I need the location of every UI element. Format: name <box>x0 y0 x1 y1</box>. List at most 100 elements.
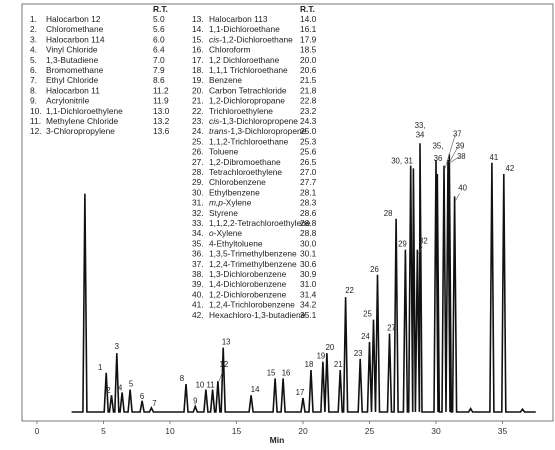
peak-label-1: 1 <box>98 363 102 372</box>
peak-label-19: 19 <box>317 352 326 361</box>
legend-name-13: Halocarbon 113 <box>209 14 268 24</box>
legend-rt-18: 20.6 <box>300 65 317 75</box>
peak-label-3: 3 <box>115 342 119 351</box>
peak-label-23: 23 <box>354 349 363 358</box>
peak-label-5: 5 <box>129 380 134 389</box>
legend-rt-25: 25.3 <box>300 136 317 146</box>
x-tick-label-15: 15 <box>232 426 242 436</box>
x-tick-label-20: 20 <box>298 426 308 436</box>
legend-name-3: Halocarbon 114 <box>46 34 105 44</box>
leader-40 <box>455 193 460 201</box>
legend-name-39: 1,4-Dichlorobenzene <box>209 279 287 289</box>
legend-rt-14: 16.1 <box>300 24 317 34</box>
cluster-label-3: 35, <box>433 142 444 151</box>
peak-label-9: 9 <box>193 396 197 405</box>
legend-rt-16: 18.5 <box>300 45 317 55</box>
legend-name-34: o-Xylene <box>209 228 242 238</box>
legend-header-rt-2: R.T. <box>300 4 315 14</box>
legend-rt-17: 20.0 <box>300 55 317 65</box>
leader-37 <box>444 134 456 169</box>
legend-num-8: 8. <box>30 85 37 95</box>
cluster-label-0: 30, 31 <box>391 157 413 166</box>
legend-rt-26: 25.6 <box>300 147 317 157</box>
legend-rt-27: 26.5 <box>300 157 317 167</box>
legend-name-23: cis-1,3-Dichloropropene <box>209 116 298 126</box>
peak-label-25: 25 <box>363 310 372 319</box>
legend-num-4: 4. <box>30 45 37 55</box>
x-tick-label-25: 25 <box>365 426 375 436</box>
cluster-label-4: 36 <box>434 154 443 163</box>
leader-38 <box>450 156 460 163</box>
legend-rt-30: 28.1 <box>300 187 317 197</box>
legend-rt-1: 5.0 <box>153 14 165 24</box>
legend-rt-21: 22.8 <box>300 96 317 106</box>
legend-rt-6: 7.9 <box>153 65 165 75</box>
legend-name-35: 4-Ethyltoluene <box>209 238 263 248</box>
legend-rt-41: 34.2 <box>300 300 317 310</box>
x-tick-label-30: 30 <box>431 426 441 436</box>
legend-name-25: 1,1,2-Trichloroethane <box>209 136 289 146</box>
legend-num-26: 26. <box>192 147 204 157</box>
legend-name-16: Chloroform <box>209 45 250 55</box>
legend-name-30: Ethylbenzene <box>209 187 260 197</box>
legend-name-29: Chlorobenzene <box>209 177 266 187</box>
peak-label-27: 27 <box>387 324 396 333</box>
legend-name-1: Halocarbon 12 <box>46 14 101 24</box>
legend-name-17: 1,2 Dichloroethane <box>209 55 280 65</box>
legend-rt-37: 30.6 <box>300 259 317 269</box>
legend-rt-32: 28.6 <box>300 208 317 218</box>
legend-name-33: 1,1,2,2-Tetrachloroethylene <box>209 218 311 228</box>
legend-num-30: 30. <box>192 187 204 197</box>
cluster-label-5: 37 <box>453 129 462 138</box>
peak-label-11: 11 <box>207 381 215 390</box>
legend-rt-9: 11.9 <box>153 96 169 106</box>
peak-label-6: 6 <box>140 392 144 401</box>
legend-num-29: 29. <box>192 177 204 187</box>
legend-rt-42: 35.1 <box>300 310 317 320</box>
legend-num-39: 39. <box>192 279 204 289</box>
legend-num-11: 11. <box>30 116 41 126</box>
legend-num-19: 19. <box>192 75 204 85</box>
legend-name-8: Halocarbon 11 <box>46 85 100 95</box>
peak-label-16: 16 <box>282 368 291 377</box>
legend-rt-31: 28.3 <box>300 198 317 208</box>
legend-num-35: 35. <box>192 238 204 248</box>
legend-name-22: Trichloroethylene <box>209 106 273 116</box>
peak-label-26: 26 <box>370 265 379 274</box>
legend-rt-5: 7.0 <box>153 55 165 65</box>
leader-32 <box>418 246 423 254</box>
legend-rt-12: 13.6 <box>153 126 170 136</box>
legend-num-12: 12. <box>30 126 42 136</box>
legend-num-14: 14. <box>192 24 204 34</box>
legend-header-rt-1: R.T. <box>153 4 168 14</box>
legend-rt-29: 27.7 <box>300 177 317 187</box>
legend-name-11: Methylene Chloride <box>46 116 118 126</box>
legend-rt-40: 31.4 <box>300 289 317 299</box>
legend-name-20: Carbon Tetrachloride <box>209 85 287 95</box>
plot-frame <box>21 3 554 422</box>
legend-num-31: 31. <box>192 198 204 208</box>
legend-name-7: Ethyl Chloride <box>46 75 98 85</box>
legend-rt-11: 13.2 <box>153 116 170 126</box>
legend-rt-15: 17.9 <box>300 34 317 44</box>
peak-label-40: 40 <box>458 183 467 192</box>
legend-num-28: 28. <box>192 167 204 177</box>
legend-name-28: Tetrachloroethylene <box>209 167 282 177</box>
legend-num-24: 24. <box>192 126 204 136</box>
legend-rt-36: 30.1 <box>300 249 317 259</box>
leader-12 <box>218 371 224 382</box>
legend-num-41: 41. <box>192 300 204 310</box>
cluster-label-2: 34 <box>416 130 425 139</box>
legend-rt-23: 24.3 <box>300 116 317 126</box>
peak-label-20: 20 <box>326 343 335 352</box>
legend-name-24: trans-1,3-Dichloropropene <box>209 126 307 136</box>
legend-name-26: Toluene <box>209 147 239 157</box>
legend-name-6: Bromomethane <box>46 65 104 75</box>
legend-num-36: 36. <box>192 249 204 259</box>
legend-rt-35: 30.0 <box>300 238 317 248</box>
legend-num-38: 38. <box>192 269 204 279</box>
legend-rt-13: 14.0 <box>300 14 317 24</box>
